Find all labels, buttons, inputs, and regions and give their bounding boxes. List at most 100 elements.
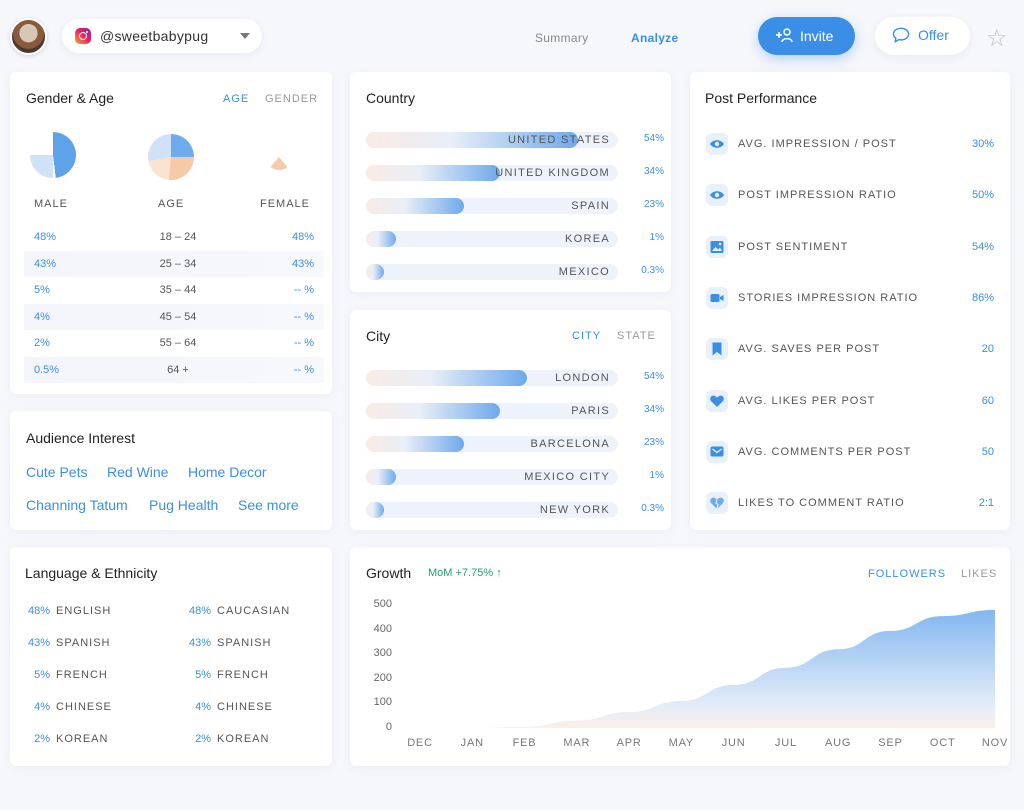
bar-row: KOREA 1% <box>366 231 666 247</box>
bar-percent: 23% <box>643 199 664 210</box>
card-title: Growth <box>366 565 412 581</box>
ethnicity-item: 5% FRENCH <box>185 669 269 681</box>
language-ethnicity-card: Language & Ethnicity 48% ENGLISH 43% SPANIS… <box>10 547 332 766</box>
y-tick-label: 0 <box>385 721 392 733</box>
bar-label: UNITED KINGDOM <box>495 167 610 179</box>
bar-row: MEXICO CITY 1% <box>366 469 666 485</box>
x-tick-label: SEP <box>878 737 903 749</box>
metric-value: 50 <box>981 445 994 458</box>
card-title: Country <box>366 90 416 106</box>
item-label: CHINESE <box>217 701 273 713</box>
see-more-link[interactable]: See more <box>238 497 299 513</box>
bar-fill <box>366 436 464 452</box>
mom-badge: MoM +7.75% ↑ <box>428 567 502 579</box>
bar-percent: 1% <box>649 232 664 243</box>
bar-fill <box>366 502 384 518</box>
col-female: FEMALE <box>260 198 311 210</box>
growth-chart <box>420 609 995 728</box>
interest-tag[interactable]: Red Wine <box>107 464 169 480</box>
bar-row: NEW YORK 0.3% <box>366 502 666 518</box>
metric-row: AVG. SAVES PER POST 20 <box>704 336 994 362</box>
y-tick-label: 100 <box>373 696 392 709</box>
bar-label: LONDON <box>555 372 610 384</box>
nav-analyze[interactable]: Analyze <box>631 31 679 45</box>
x-tick-label: APR <box>616 737 642 749</box>
metric-label: AVG. LIKES PER POST <box>738 394 876 407</box>
item-percent: 2% <box>34 733 50 745</box>
table-row: 43% 25 – 34 43% <box>24 251 324 277</box>
bar-track <box>366 403 618 419</box>
item-label: ENGLISH <box>56 605 112 617</box>
item-label: CHINESE <box>56 701 112 713</box>
city-card: City CITY STATE LONDON 54% PARIS 34% BARCELO… <box>350 310 671 530</box>
card-title: Gender & Age <box>26 90 114 106</box>
metric-value: 20 <box>981 343 994 356</box>
bar-label: UNITED STATES <box>507 134 610 146</box>
x-tick-label: MAY <box>668 737 695 749</box>
interest-tag[interactable]: Home Decor <box>188 464 267 480</box>
item-label: FRENCH <box>217 669 269 681</box>
bar-row: BARCELONA 23% <box>366 436 666 452</box>
invite-button[interactable]: Invite <box>758 17 855 55</box>
item-label: KOREAN <box>217 733 270 745</box>
metric-row: POST SENTIMENT 54% <box>704 234 994 260</box>
female-pct: 48% <box>291 231 314 243</box>
metric-value: 54% <box>971 240 994 253</box>
video-icon <box>706 286 728 309</box>
bar-fill <box>366 264 384 280</box>
country-card: Country UNITED STATES 54% UNITED KINGDOM 34… <box>350 72 671 292</box>
metric-label: LIKES TO COMMENT RATIO <box>738 497 905 510</box>
nav-summary[interactable]: Summary <box>535 31 589 45</box>
male-pct: 2% <box>34 337 50 349</box>
tab-likes[interactable]: LIKES <box>961 568 998 580</box>
bar-percent: 34% <box>643 404 664 415</box>
avatar[interactable] <box>10 18 47 55</box>
item-label: SPANISH <box>56 637 111 649</box>
table-row: 48% 18 – 24 48% <box>24 224 324 250</box>
tab-followers[interactable]: FOLLOWERS <box>868 568 947 580</box>
age-range: 18 – 24 <box>159 231 197 243</box>
table-row: 5% 35 – 44 -- % <box>24 277 324 303</box>
x-tick-label: FEB <box>512 737 537 749</box>
item-percent: 48% <box>27 605 50 617</box>
male-pie <box>30 132 76 178</box>
bar-percent: 0.3% <box>641 503 664 514</box>
tab-state[interactable]: STATE <box>617 330 656 342</box>
bar-row: MEXICO 0.3% <box>366 264 666 280</box>
offer-button[interactable]: Offer <box>875 17 970 55</box>
bar-fill <box>366 165 500 181</box>
tab-age[interactable]: AGE <box>223 93 250 105</box>
heart-icon <box>706 389 728 412</box>
account-selector[interactable]: @sweetbabypug <box>62 19 262 53</box>
metric-label: POST IMPRESSION RATIO <box>738 189 897 202</box>
male-pct: 48% <box>34 231 57 243</box>
female-pct: 43% <box>291 258 314 270</box>
bar-track <box>366 198 618 214</box>
bar-label: KOREA <box>564 233 610 245</box>
interest-tag[interactable]: Channing Tatum <box>26 497 128 513</box>
mom-value: MoM +7.75% <box>428 567 494 579</box>
table-row: 0.5% 64 + -- % <box>24 357 324 383</box>
item-percent: 4% <box>34 701 50 713</box>
interest-tag[interactable]: Cute Pets <box>26 464 88 480</box>
female-pct: -- % <box>293 364 314 376</box>
bookmark-icon <box>706 338 728 361</box>
age-range: 35 – 44 <box>159 284 197 296</box>
interest-tag[interactable]: Pug Health <box>149 497 219 513</box>
chevron-down-icon <box>240 33 250 39</box>
bar-track <box>366 231 618 247</box>
item-percent: 43% <box>188 637 211 649</box>
language-item: 43% SPANISH <box>24 637 110 649</box>
item-label: FRENCH <box>56 669 108 681</box>
tab-city[interactable]: CITY <box>572 330 602 342</box>
eye-icon <box>706 133 728 155</box>
arrow-up-icon: ↑ <box>496 567 502 579</box>
bar-row: UNITED KINGDOM 34% <box>366 165 666 181</box>
language-item: 2% KOREAN <box>24 733 108 745</box>
male-pct: 5% <box>34 284 50 296</box>
tab-gender[interactable]: GENDER <box>265 93 319 105</box>
item-percent: 43% <box>27 637 50 649</box>
bar-track <box>366 436 618 452</box>
language-item: 48% ENGLISH <box>24 605 111 617</box>
star-icon[interactable]: ☆ <box>986 25 1008 52</box>
